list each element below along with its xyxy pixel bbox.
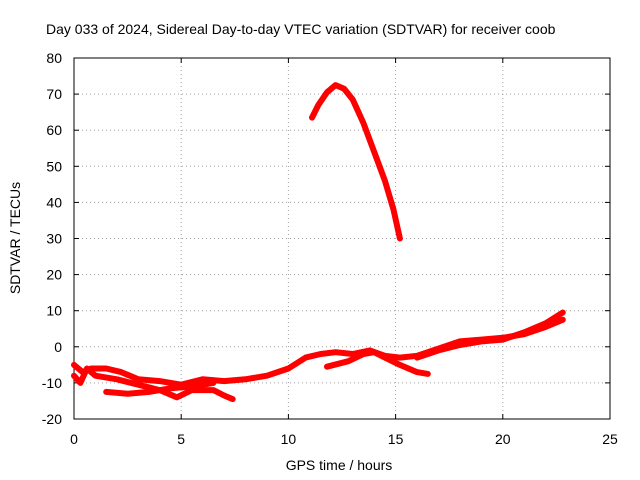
series-line-trace-f <box>309 82 403 242</box>
y-tick-label: 70 <box>46 86 62 102</box>
y-tick-label: -20 <box>42 411 62 427</box>
y-tick-label: 50 <box>46 158 62 174</box>
chart-title: Day 033 of 2024, Sidereal Day-to-day VTE… <box>46 21 556 37</box>
series-line-trace-b <box>71 365 236 403</box>
data-series <box>71 82 566 403</box>
series-line-trace-a <box>71 316 566 388</box>
x-axis-label: GPS time / hours <box>286 457 393 473</box>
x-axis-ticks: 0 5 10 15 20 25 <box>70 58 618 447</box>
y-tick-label: 0 <box>54 339 62 355</box>
y-tick-label: 30 <box>46 231 62 247</box>
y-tick-label: 20 <box>46 267 62 283</box>
y-tick-label: 80 <box>46 50 62 66</box>
x-tick-label: 10 <box>281 431 297 447</box>
series-line-trace-d <box>324 349 431 377</box>
y-axis-label: SDTVAR / TECUs <box>7 182 23 294</box>
series-line-trace-e <box>414 309 566 361</box>
y-tick-label: 10 <box>46 303 62 319</box>
y-tick-label: 40 <box>46 194 62 210</box>
grid-lines <box>74 58 610 419</box>
x-tick-label: 15 <box>388 431 404 447</box>
y-axis-ticks: -20 -10 0 10 20 30 40 50 60 70 80 <box>42 50 610 427</box>
x-tick-label: 0 <box>70 431 78 447</box>
x-tick-label: 5 <box>177 431 185 447</box>
x-tick-label: 20 <box>495 431 511 447</box>
y-tick-label: 60 <box>46 122 62 138</box>
x-tick-label: 25 <box>602 431 618 447</box>
series-line-trace-c <box>103 379 217 397</box>
y-tick-label: -10 <box>42 375 62 391</box>
